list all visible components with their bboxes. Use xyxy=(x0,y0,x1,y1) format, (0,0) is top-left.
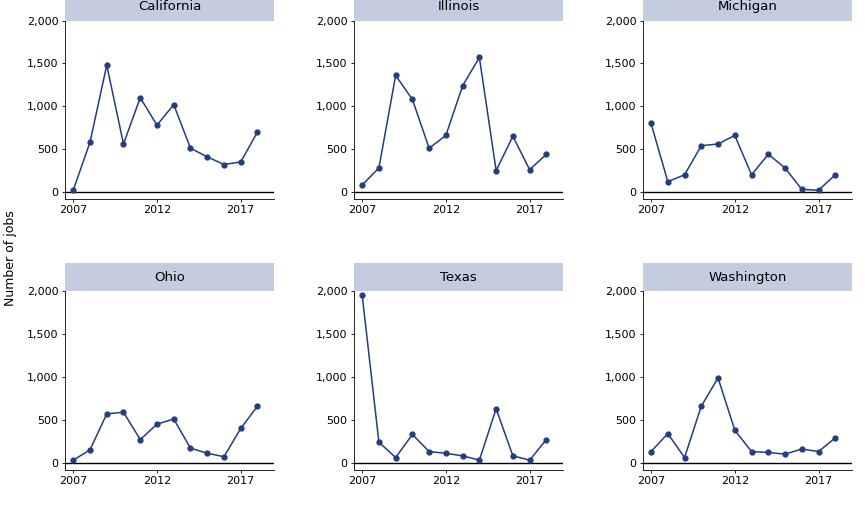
Text: Michigan: Michigan xyxy=(717,0,778,13)
Text: Ohio: Ohio xyxy=(154,271,185,284)
Text: Illinois: Illinois xyxy=(438,0,479,13)
Text: Texas: Texas xyxy=(440,271,477,284)
Text: California: California xyxy=(138,0,202,13)
Text: Washington: Washington xyxy=(708,271,786,284)
Text: Number of jobs: Number of jobs xyxy=(3,210,17,306)
